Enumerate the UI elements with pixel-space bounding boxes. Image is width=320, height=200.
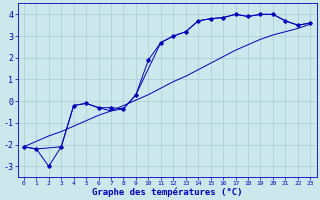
X-axis label: Graphe des températures (°C): Graphe des températures (°C) (92, 187, 242, 197)
